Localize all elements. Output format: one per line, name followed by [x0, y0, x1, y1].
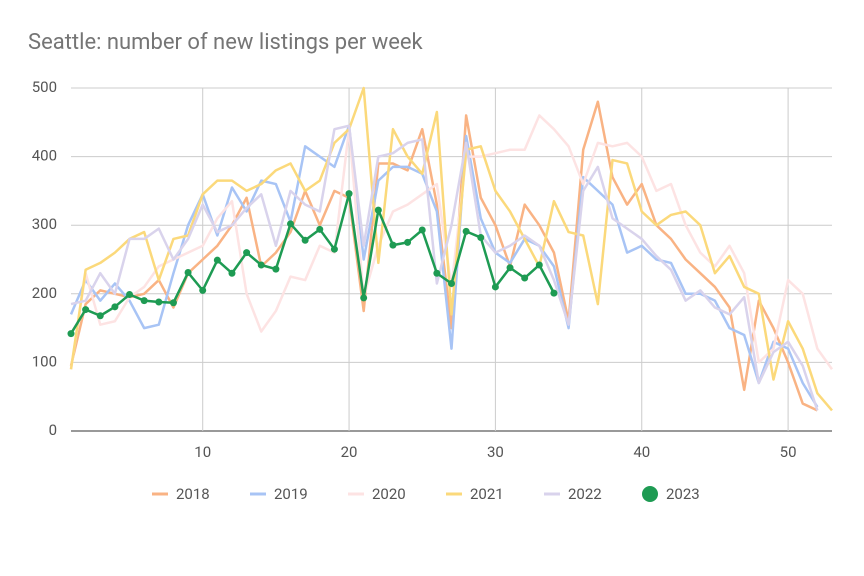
x-tick-label: 20: [341, 443, 358, 461]
data-point: [345, 190, 353, 198]
y-tick-label: 100: [32, 352, 57, 370]
data-point: [316, 225, 324, 233]
data-point: [67, 330, 75, 338]
y-tick-label: 200: [32, 284, 57, 302]
legend-label: 2022: [568, 485, 602, 503]
y-tick-label: 500: [32, 78, 57, 96]
data-point: [374, 206, 382, 214]
data-point: [213, 256, 221, 264]
y-tick-label: 0: [49, 421, 57, 439]
legend-marker: [642, 486, 658, 502]
data-point: [96, 312, 104, 320]
chart-title: Seattle: number of new listings per week: [28, 30, 424, 55]
data-point: [506, 264, 514, 272]
data-point: [243, 249, 251, 257]
data-point: [82, 306, 90, 314]
data-point: [535, 261, 543, 269]
data-point: [491, 283, 499, 291]
data-point: [477, 234, 485, 242]
y-tick-label: 400: [32, 147, 57, 165]
data-point: [360, 294, 368, 302]
series-line: [70, 124, 819, 411]
legend-label: 2021: [470, 485, 504, 503]
series-line: [69, 86, 833, 412]
data-point: [389, 241, 397, 249]
y-tick-label: 300: [32, 215, 57, 233]
legend-label: 2023: [666, 485, 700, 503]
data-point: [462, 227, 470, 235]
legend-label: 2020: [372, 485, 406, 503]
legend-label: 2019: [274, 485, 308, 503]
data-point: [521, 274, 529, 282]
x-tick-label: 10: [194, 443, 211, 461]
x-tick-label: 30: [487, 443, 504, 461]
data-point: [418, 226, 426, 234]
x-tick-label: 50: [780, 443, 797, 461]
data-point: [272, 265, 280, 273]
data-point: [140, 297, 148, 305]
data-point: [287, 220, 295, 228]
data-point: [301, 236, 309, 244]
data-point: [433, 269, 441, 277]
data-point: [199, 286, 207, 294]
series-line: [69, 100, 818, 412]
data-point: [257, 261, 265, 269]
data-point: [184, 269, 192, 277]
data-point: [448, 280, 455, 288]
data-point: [111, 303, 119, 311]
series-line: [69, 192, 556, 335]
data-point: [169, 299, 177, 307]
data-point: [404, 238, 412, 246]
legend-label: 2018: [176, 485, 210, 503]
data-point: [126, 290, 134, 298]
x-tick-label: 40: [633, 443, 650, 461]
data-point: [330, 245, 338, 253]
data-point: [550, 289, 558, 297]
data-point: [228, 269, 236, 277]
series-line: [69, 124, 819, 408]
data-point: [155, 298, 163, 306]
